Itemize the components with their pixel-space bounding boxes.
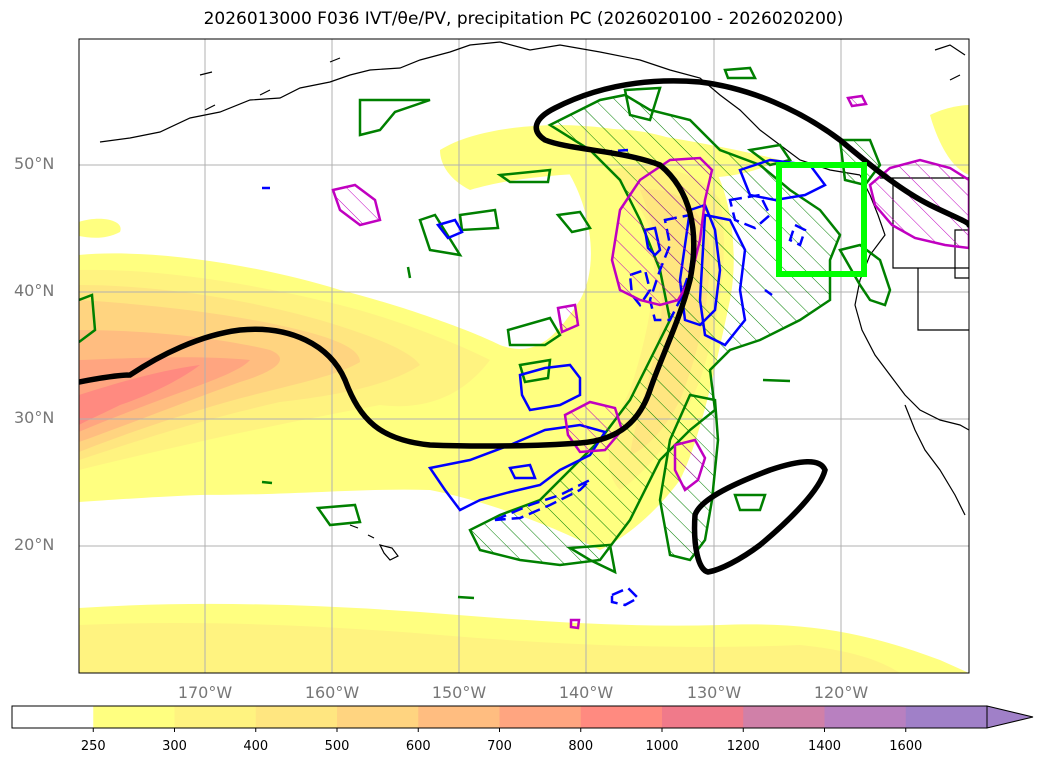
colorbar-segment <box>174 706 257 728</box>
theta-e-green-contours <box>79 66 892 600</box>
lon-label-130w: 130°W <box>686 683 742 702</box>
ivt-300-south <box>79 623 900 673</box>
colorbar-tick-label: 1600 <box>889 739 923 754</box>
colorbar-tick-label: 700 <box>487 739 512 754</box>
lat-label-40n: 40°N <box>14 281 55 300</box>
map-frame <box>78 38 970 674</box>
ivt-250-ne <box>930 105 969 175</box>
lat-label-20n: 20°N <box>14 535 55 554</box>
lon-label-170w: 170°W <box>177 683 233 702</box>
colorbar-tick-label: 400 <box>243 739 269 754</box>
colorbar-segment <box>418 706 500 728</box>
colorbar-segment <box>499 706 582 728</box>
colorbar-segment <box>337 706 419 728</box>
colorbar-segment <box>905 706 988 728</box>
colorbar-tick-label: 1000 <box>645 739 679 754</box>
lon-label-140w: 140°W <box>558 683 614 702</box>
map-area <box>79 39 969 673</box>
lon-label-150w: 150°W <box>431 683 487 702</box>
colorbar-tick-label: 500 <box>324 739 350 754</box>
ivt-800 <box>79 365 200 425</box>
colorbar-tick-label: 250 <box>80 739 106 754</box>
colorbar-tick-label: 600 <box>405 739 431 754</box>
colorbar-tick-label: 300 <box>162 739 187 754</box>
lat-label-50n: 50°N <box>14 154 55 173</box>
colorbar-extend-arrow <box>986 705 1034 729</box>
pv-contours <box>79 78 969 575</box>
colorbar-segment <box>580 706 663 728</box>
target-box <box>776 162 867 277</box>
lat-label-30n: 30°N <box>14 408 55 427</box>
colorbar-tick-label: 1400 <box>807 739 842 754</box>
colorbar-tick-label: 800 <box>568 739 594 754</box>
colorbar-tick-label: 1200 <box>726 739 760 754</box>
colorbar-segment <box>12 706 94 728</box>
colorbar-segment <box>743 706 825 728</box>
colorbar-segment <box>255 706 338 728</box>
lon-label-160w: 160°W <box>304 683 360 702</box>
colorbar-segment <box>93 706 175 728</box>
lon-label-120w: 120°W <box>813 683 869 702</box>
colorbar-segment <box>824 706 907 728</box>
colorbar-segment <box>662 706 744 728</box>
map-title: 2026013000 F036 IVT/θe/PV, precipitation… <box>203 9 844 29</box>
colorbar <box>11 705 1034 732</box>
ivt-250-nw <box>79 218 121 238</box>
